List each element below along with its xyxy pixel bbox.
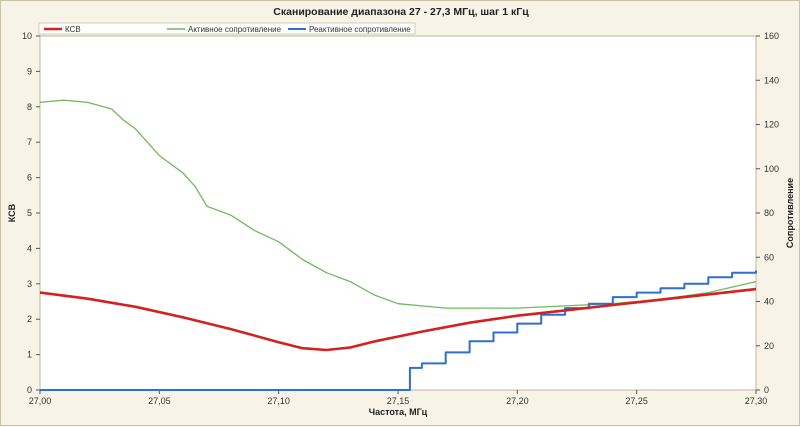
x-axis-title: Частота, МГц (369, 407, 428, 417)
y2-tick-label: 80 (764, 208, 774, 218)
y-tick-label: 2 (27, 314, 32, 324)
x-axis: 27,00 27,05 27,10 27,15 27,20 27,25 27,30 (29, 390, 768, 406)
legend-box (38, 22, 416, 35)
x-tick-label: 27,20 (506, 396, 529, 406)
x-tick-label: 27,25 (625, 396, 648, 406)
x-tick-label: 27,30 (745, 396, 768, 406)
y-axis-right: 0 20 40 60 80 100 120 140 160 (756, 31, 779, 395)
y-tick-label: 6 (27, 173, 32, 183)
legend-label-ksv: КСВ (65, 25, 81, 34)
y2-tick-label: 20 (764, 341, 774, 351)
legend-label-reactive: Реактивное сопротивление (309, 25, 411, 34)
y2-tick-label: 140 (764, 75, 779, 85)
y2-tick-label: 100 (764, 164, 779, 174)
y-tick-label: 1 (27, 350, 32, 360)
plot-area (39, 35, 757, 391)
series-ksv-line (39, 287, 757, 352)
y-tick-label: 5 (27, 208, 32, 218)
legend-label-active: Активное сопротивление (188, 25, 282, 34)
y-tick-label: 9 (27, 66, 32, 76)
y-tick-label: 7 (27, 137, 32, 147)
y-tick-label: 3 (27, 279, 32, 289)
y-tick-label: 10 (22, 31, 32, 41)
y-tick-label: 0 (27, 385, 32, 395)
x-tick-label: 27,05 (148, 396, 171, 406)
x-tick-label: 27,15 (387, 396, 410, 406)
y-tick-label: 8 (27, 102, 32, 112)
y2-tick-label: 160 (764, 31, 779, 41)
legend: КСВ Активное сопротивление Реактивное со… (38, 22, 416, 35)
y-tick-label: 4 (27, 243, 32, 253)
chart-title: Сканирование диапазона 27 - 27,3 МГц, ша… (273, 6, 529, 18)
y2-tick-label: 40 (764, 297, 774, 307)
y2-tick-label: 60 (764, 252, 774, 262)
y-axis-left: 0 1 2 3 4 5 6 7 8 9 10 (22, 31, 40, 395)
y2-axis-title: Сопротивление (785, 178, 795, 248)
y2-tick-label: 120 (764, 120, 779, 130)
series-layer (39, 99, 757, 391)
x-tick-label: 27,10 (267, 396, 290, 406)
series-active-line (39, 99, 757, 309)
y-axis-title: КСВ (7, 203, 17, 222)
x-tick-label: 27,00 (29, 396, 52, 406)
y2-tick-label: 0 (764, 385, 769, 395)
